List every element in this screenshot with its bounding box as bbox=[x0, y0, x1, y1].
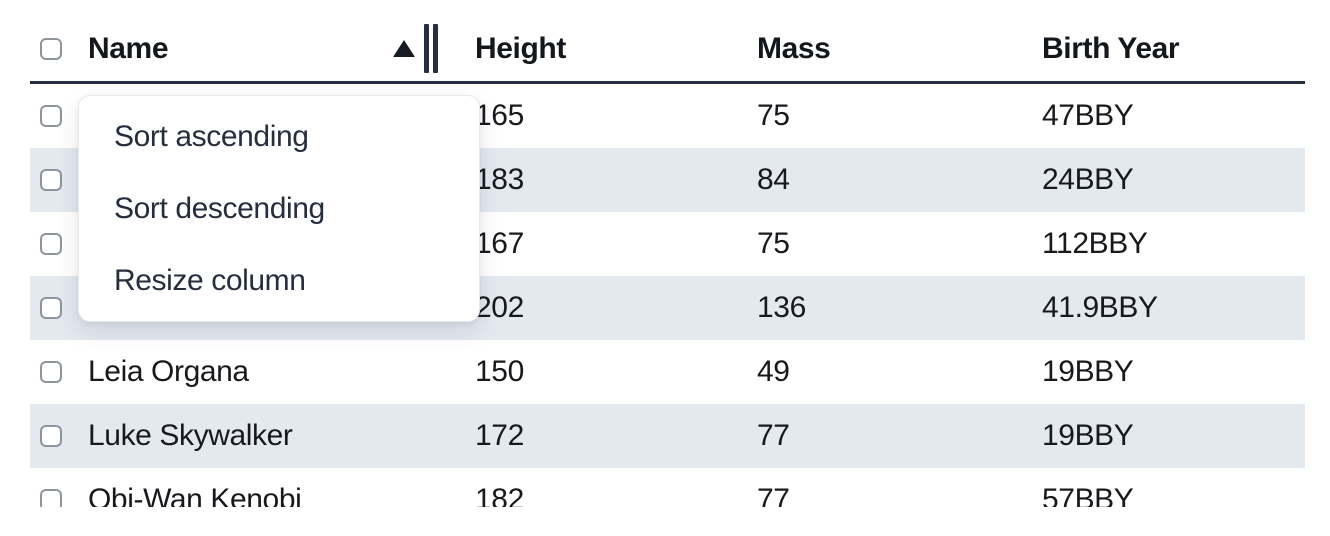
cell-birth-year: 19BBY bbox=[1042, 355, 1134, 388]
cell-birth-year: 19BBY bbox=[1022, 404, 1305, 468]
row-checkbox[interactable] bbox=[40, 169, 62, 191]
column-header-birth-year[interactable]: Birth Year bbox=[1022, 16, 1305, 66]
select-all-checkbox[interactable] bbox=[40, 37, 62, 60]
row-checkbox[interactable] bbox=[40, 361, 62, 383]
table-row[interactable]: Luke Skywalker 172 77 19BBY bbox=[30, 404, 1305, 468]
cell-height: 182 bbox=[475, 483, 524, 507]
column-header-birth-year-label: Birth Year bbox=[1042, 31, 1180, 65]
sort-ascending-indicator-icon bbox=[393, 40, 415, 57]
cell-mass: 84 bbox=[737, 148, 1022, 212]
cell-height: 165 bbox=[475, 99, 524, 132]
column-header-name-label: Name bbox=[88, 31, 169, 65]
cell-height: 172 bbox=[443, 404, 737, 468]
cell-birth-year: 57BBY bbox=[1042, 483, 1134, 507]
cell-mass: 75 bbox=[757, 227, 790, 260]
column-menu: Sort ascending Sort descending Resize co… bbox=[78, 95, 480, 322]
menu-item-resize-column[interactable]: Resize column bbox=[114, 264, 306, 297]
resize-bar-icon bbox=[433, 24, 438, 73]
cell-height: 167 bbox=[475, 227, 524, 260]
row-checkbox[interactable] bbox=[40, 105, 62, 127]
column-header-mass[interactable]: Mass bbox=[737, 16, 1022, 66]
cell-height: 202 bbox=[443, 276, 737, 340]
table-row[interactable]: 165 75 47BBY bbox=[30, 84, 1305, 148]
row-checkbox[interactable] bbox=[40, 425, 62, 447]
column-header-height-label: Height bbox=[475, 31, 566, 65]
cell-mass: 49 bbox=[757, 355, 790, 388]
cell-mass: 77 bbox=[737, 404, 1022, 468]
table-header-row: Name Height Mass Birth Year bbox=[30, 0, 1305, 84]
menu-item-sort-descending[interactable]: Sort descending bbox=[114, 192, 325, 225]
cell-birth-year: 24BBY bbox=[1022, 148, 1305, 212]
column-resize-handle[interactable] bbox=[424, 24, 438, 73]
column-header-mass-label: Mass bbox=[757, 31, 831, 65]
cell-birth-year: 41.9BBY bbox=[1022, 276, 1305, 340]
cell-mass: 136 bbox=[737, 276, 1022, 340]
column-header-height[interactable]: Height bbox=[443, 16, 737, 66]
cell-name: Luke Skywalker bbox=[80, 404, 443, 468]
resize-bar-icon bbox=[424, 24, 429, 73]
header-select-cell bbox=[30, 22, 80, 60]
table-row[interactable]: Leia Organa 150 49 19BBY bbox=[30, 340, 1305, 404]
column-header-name[interactable]: Name bbox=[80, 8, 443, 73]
cell-birth-year: 112BBY bbox=[1042, 227, 1148, 260]
cell-height: 150 bbox=[475, 355, 524, 388]
table-row[interactable]: Obi-Wan Kenobi 182 77 57BBY bbox=[30, 468, 1305, 507]
cell-mass: 75 bbox=[757, 99, 790, 132]
cell-name: Obi-Wan Kenobi bbox=[88, 483, 302, 507]
cell-name: Leia Organa bbox=[88, 355, 249, 388]
menu-item-sort-ascending[interactable]: Sort ascending bbox=[114, 120, 309, 153]
cell-mass: 77 bbox=[757, 483, 790, 507]
row-checkbox[interactable] bbox=[40, 297, 62, 319]
table-row[interactable]: 167 75 112BBY bbox=[30, 212, 1305, 276]
row-checkbox[interactable] bbox=[40, 233, 62, 255]
row-checkbox[interactable] bbox=[40, 489, 62, 507]
cell-height: 183 bbox=[443, 148, 737, 212]
cell-birth-year: 47BBY bbox=[1042, 99, 1134, 132]
